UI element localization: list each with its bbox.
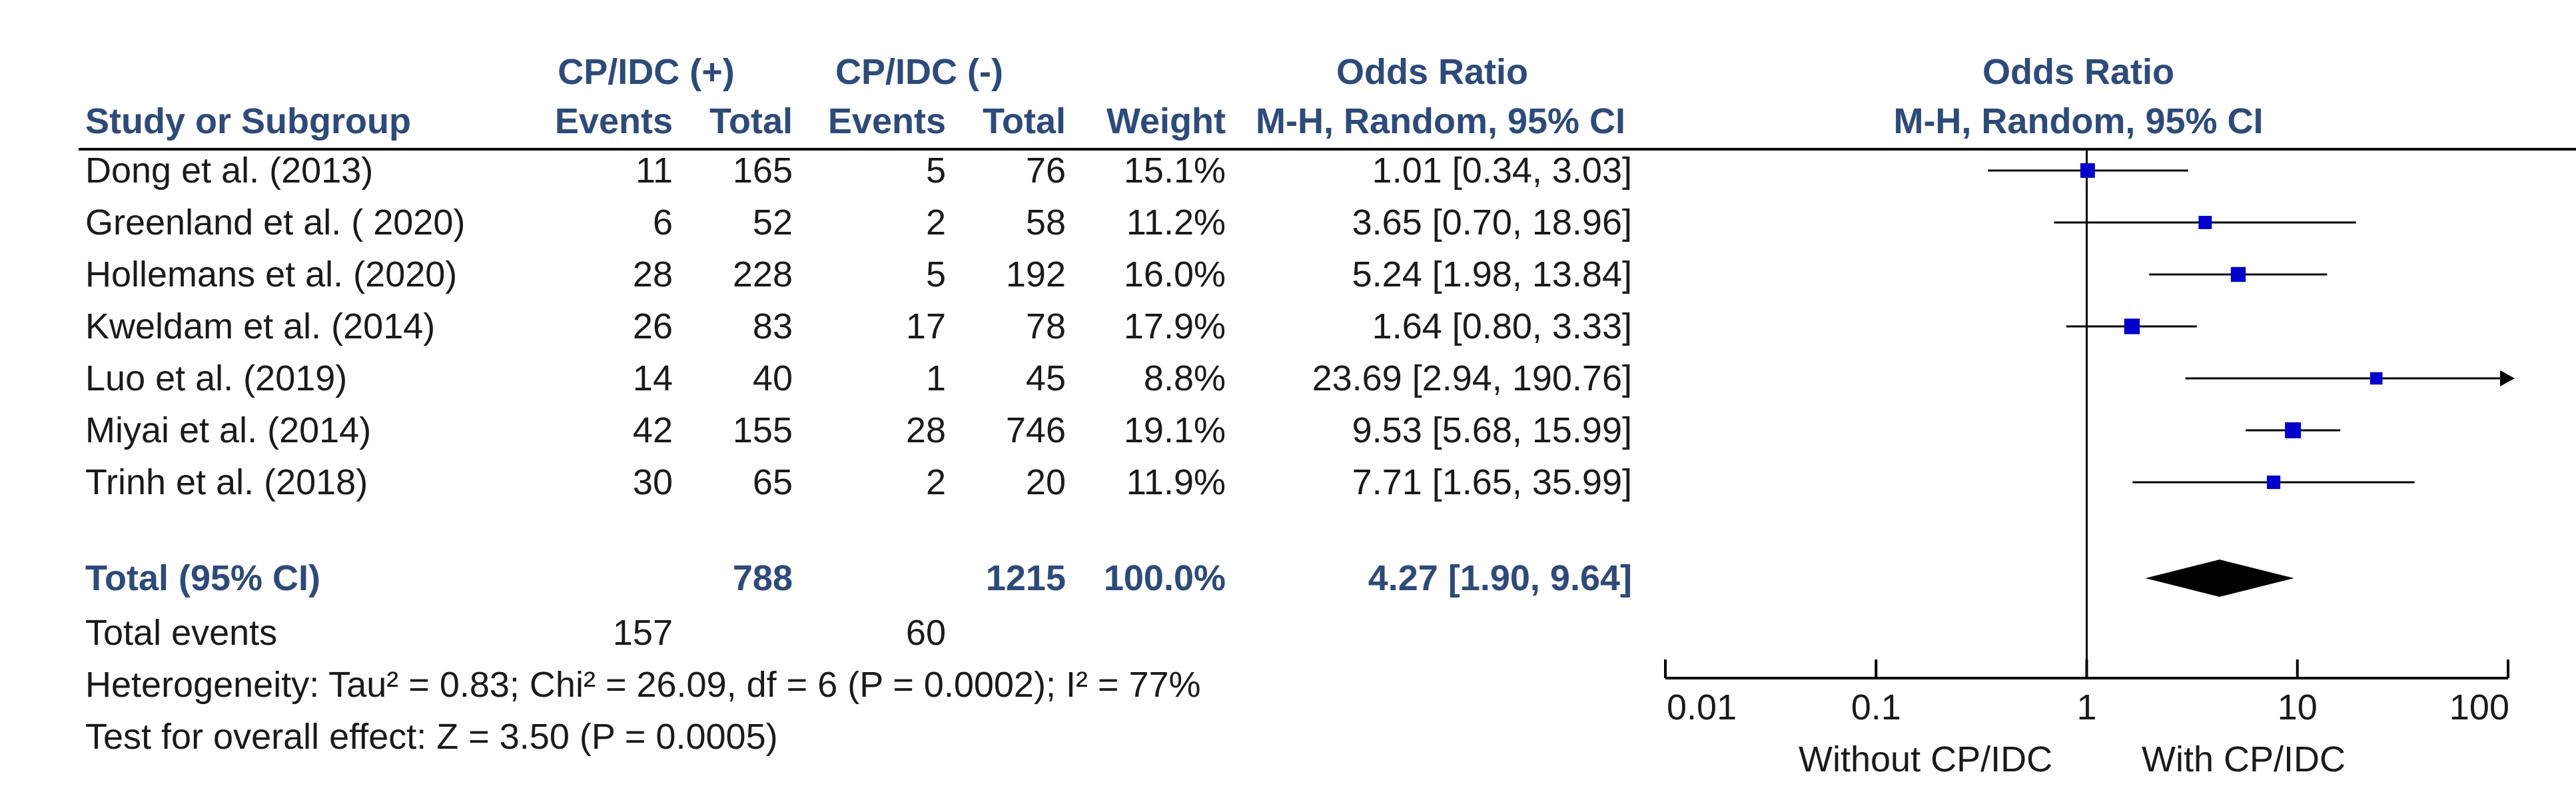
axis-label-left: Without CP/IDC bbox=[1799, 739, 2053, 779]
ci-text-cell: 5.24 [1.98, 13.84] bbox=[1352, 254, 1632, 294]
study-marker bbox=[2230, 266, 2246, 282]
total-exp-cell: 83 bbox=[752, 306, 793, 346]
ci-text-cell: 1.64 [0.80, 3.33] bbox=[1372, 306, 1632, 346]
study-name: Trinh et al. (2018) bbox=[85, 462, 368, 502]
x-axis-tick-label: 1 bbox=[2076, 687, 2096, 727]
weight-cell: 16.0% bbox=[1123, 254, 1226, 294]
total-exp-cell: 165 bbox=[732, 151, 793, 191]
events-exp-cell: 6 bbox=[652, 203, 673, 242]
x-axis-tick-label: 10 bbox=[2278, 687, 2318, 727]
events-exp-cell: 42 bbox=[632, 410, 673, 450]
weight-cell: 15.1% bbox=[1123, 151, 1226, 191]
events-ctl-cell: 5 bbox=[925, 151, 946, 191]
total-ctl-cell: 20 bbox=[1025, 462, 1066, 502]
total-events-ctl: 60 bbox=[905, 613, 946, 653]
study-name: Miyai et al. (2014) bbox=[85, 410, 372, 450]
total-exp-cell: 52 bbox=[752, 203, 793, 242]
events-ctl-cell: 5 bbox=[925, 254, 946, 294]
events-exp-cell: 11 bbox=[635, 151, 673, 191]
total-ctl-cell: 45 bbox=[1025, 358, 1066, 398]
study-name: Luo et al. (2019) bbox=[85, 358, 348, 398]
events-exp-header: Events bbox=[554, 101, 673, 141]
total-label: Total (95% CI) bbox=[85, 558, 321, 598]
x-axis-tick-label: 0.01 bbox=[1667, 687, 1737, 727]
total-exp-cell: 228 bbox=[732, 254, 793, 294]
method-table-header: M-H, Random, 95% CI bbox=[1256, 101, 1626, 141]
weight-cell: 17.9% bbox=[1123, 306, 1226, 346]
total-events-exp: 157 bbox=[612, 613, 673, 653]
total-exp-cell: 65 bbox=[752, 462, 793, 502]
events-exp-cell: 30 bbox=[632, 462, 673, 502]
total-weight-value: 100.0% bbox=[1103, 558, 1226, 598]
events-ctl-header: Events bbox=[827, 101, 946, 141]
events-ctl-cell: 2 bbox=[925, 203, 946, 242]
overall-effect-text: Test for overall effect: Z = 3.50 (P = 0… bbox=[85, 717, 778, 757]
total-exp-cell: 155 bbox=[732, 410, 793, 450]
study-marker bbox=[2266, 475, 2281, 490]
ci-text-cell: 7.71 [1.65, 35.99] bbox=[1352, 462, 1632, 502]
study-name: Hollemans et al. (2020) bbox=[85, 254, 458, 294]
total-ci-text: 4.27 [1.90, 9.64] bbox=[1368, 558, 1632, 598]
group-control-header: CP/IDC (-) bbox=[835, 52, 1003, 92]
total-ctl-cell: 58 bbox=[1025, 203, 1066, 242]
ci-text-cell: 23.69 [2.94, 190.76] bbox=[1312, 358, 1632, 398]
ci-arrow bbox=[2500, 370, 2515, 386]
odds-ratio-plot-header: Odds Ratio bbox=[1982, 52, 2174, 92]
total-ctl-cell: 746 bbox=[1005, 410, 1066, 450]
weight-cell: 19.1% bbox=[1123, 410, 1226, 450]
x-axis-tick-label: 100 bbox=[2449, 687, 2509, 727]
study-name: Dong et al. (2013) bbox=[85, 151, 374, 191]
events-exp-cell: 26 bbox=[632, 306, 673, 346]
events-ctl-cell: 1 bbox=[925, 358, 946, 398]
events-exp-cell: 28 bbox=[632, 254, 673, 294]
study-name: Greenland et al. ( 2020) bbox=[85, 203, 466, 242]
ci-text-cell: 9.53 [5.68, 15.99] bbox=[1352, 410, 1632, 450]
pooled-diamond bbox=[2145, 560, 2294, 597]
weight-header: Weight bbox=[1106, 101, 1226, 141]
group-experimental-header: CP/IDC (+) bbox=[558, 52, 735, 92]
total-exp-header: Total bbox=[709, 101, 793, 141]
study-column-header: Study or Subgroup bbox=[85, 101, 411, 141]
events-ctl-cell: 28 bbox=[905, 410, 946, 450]
total-exp-value: 788 bbox=[732, 558, 793, 598]
events-ctl-cell: 17 bbox=[905, 306, 946, 346]
study-marker bbox=[2124, 318, 2140, 334]
ci-text-cell: 3.65 [0.70, 18.96] bbox=[1352, 203, 1632, 242]
study-marker bbox=[2198, 216, 2212, 229]
method-plot-header: M-H, Random, 95% CI bbox=[1893, 101, 2264, 141]
total-events-label: Total events bbox=[85, 613, 278, 653]
study-name: Kweldam et al. (2014) bbox=[85, 306, 436, 346]
axis-label-right: With CP/IDC bbox=[2142, 739, 2346, 779]
total-ctl-cell: 78 bbox=[1025, 306, 1066, 346]
events-ctl-cell: 2 bbox=[925, 462, 946, 502]
odds-ratio-table-header: Odds Ratio bbox=[1336, 52, 1528, 92]
weight-cell: 8.8% bbox=[1143, 358, 1226, 398]
events-exp-cell: 14 bbox=[632, 358, 673, 398]
study-marker bbox=[2080, 163, 2095, 178]
heterogeneity-text: Heterogeneity: Tau² = 0.83; Chi² = 26.09… bbox=[85, 665, 1201, 705]
weight-cell: 11.9% bbox=[1126, 462, 1226, 502]
weight-cell: 11.2% bbox=[1126, 203, 1226, 242]
total-ctl-cell: 76 bbox=[1025, 151, 1066, 191]
x-axis-tick-label: 0.1 bbox=[1851, 687, 1901, 727]
total-ctl-header: Total bbox=[983, 101, 1066, 141]
study-marker bbox=[2285, 422, 2302, 438]
total-ctl-cell: 192 bbox=[1005, 254, 1066, 294]
total-exp-cell: 40 bbox=[752, 358, 793, 398]
study-marker bbox=[2369, 372, 2383, 385]
total-ctl-value: 1215 bbox=[985, 558, 1066, 598]
ci-text-cell: 1.01 [0.34, 3.03] bbox=[1372, 151, 1632, 191]
